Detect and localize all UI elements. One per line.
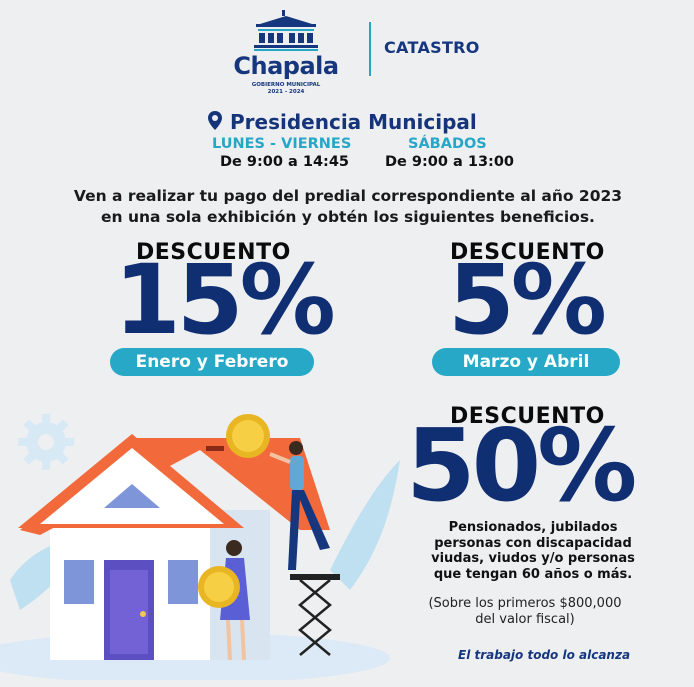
- saturday-hours: De 9:00 a 13:00: [385, 154, 515, 170]
- discount-15-period: Enero y Febrero: [110, 348, 314, 376]
- note-line-2: del valor fiscal): [475, 612, 575, 627]
- logo-name: Chapala: [233, 52, 339, 80]
- eligibility-line-2: personas con discapacidad: [434, 535, 632, 551]
- discount-15-label: DESCUENTO: [136, 240, 291, 265]
- logo-subtitle: GOBIERNO MUNICIPAL: [251, 82, 321, 88]
- eligibility-line-4: que tengan 60 años o más.: [433, 566, 633, 582]
- gear-icon: [18, 414, 74, 470]
- intro-text: Ven a realizar tu pago del predial corre…: [60, 186, 636, 228]
- intro-line-2: en una sola exhibición y obtén los sigui…: [101, 208, 595, 226]
- office-name: Presidencia Municipal: [230, 110, 477, 134]
- logo-years: 2021 - 2024: [267, 89, 305, 95]
- intro-line-1: Ven a realizar tu pago del predial corre…: [73, 187, 623, 205]
- discount-50-label: DESCUENTO: [450, 404, 605, 429]
- location-pin-icon: [208, 111, 222, 130]
- saturday-label: SÁBADOS: [408, 136, 487, 152]
- fiscal-value-note: (Sobre los primeros $800,000 del valor f…: [410, 596, 640, 628]
- municipal-logo: Chapala GOBIERNO MUNICIPAL 2021 - 2024: [226, 8, 346, 100]
- discount-15-value: 15%: [114, 244, 336, 356]
- header-divider: [369, 22, 371, 76]
- slogan: El trabajo todo lo alcanza: [458, 648, 631, 662]
- discount-5-value: 5%: [448, 244, 607, 356]
- note-line-1: (Sobre los primeros $800,000: [428, 596, 622, 611]
- eligibility-line-3: viudas, viudos y/o personas: [431, 551, 635, 566]
- department-title: CATASTRO: [384, 38, 480, 57]
- office-location: Presidencia Municipal: [208, 110, 477, 134]
- discount-5-period: Marzo y Abril: [432, 348, 620, 376]
- weekdays-hours: De 9:00 a 14:45: [220, 154, 350, 170]
- house-illustration: [0, 434, 400, 680]
- eligibility-line-1: Pensionados, jubilados: [448, 520, 618, 535]
- weekdays-label: LUNES - VIERNES: [212, 136, 352, 152]
- discount-50-value: 50%: [406, 407, 637, 524]
- discount-5-label: DESCUENTO: [450, 240, 605, 265]
- eligibility-text: Pensionados, jubilados personas con disc…: [428, 520, 638, 582]
- coin-icon: [226, 414, 270, 458]
- coin-icon: [198, 566, 240, 608]
- building-logo-icon: [254, 10, 318, 51]
